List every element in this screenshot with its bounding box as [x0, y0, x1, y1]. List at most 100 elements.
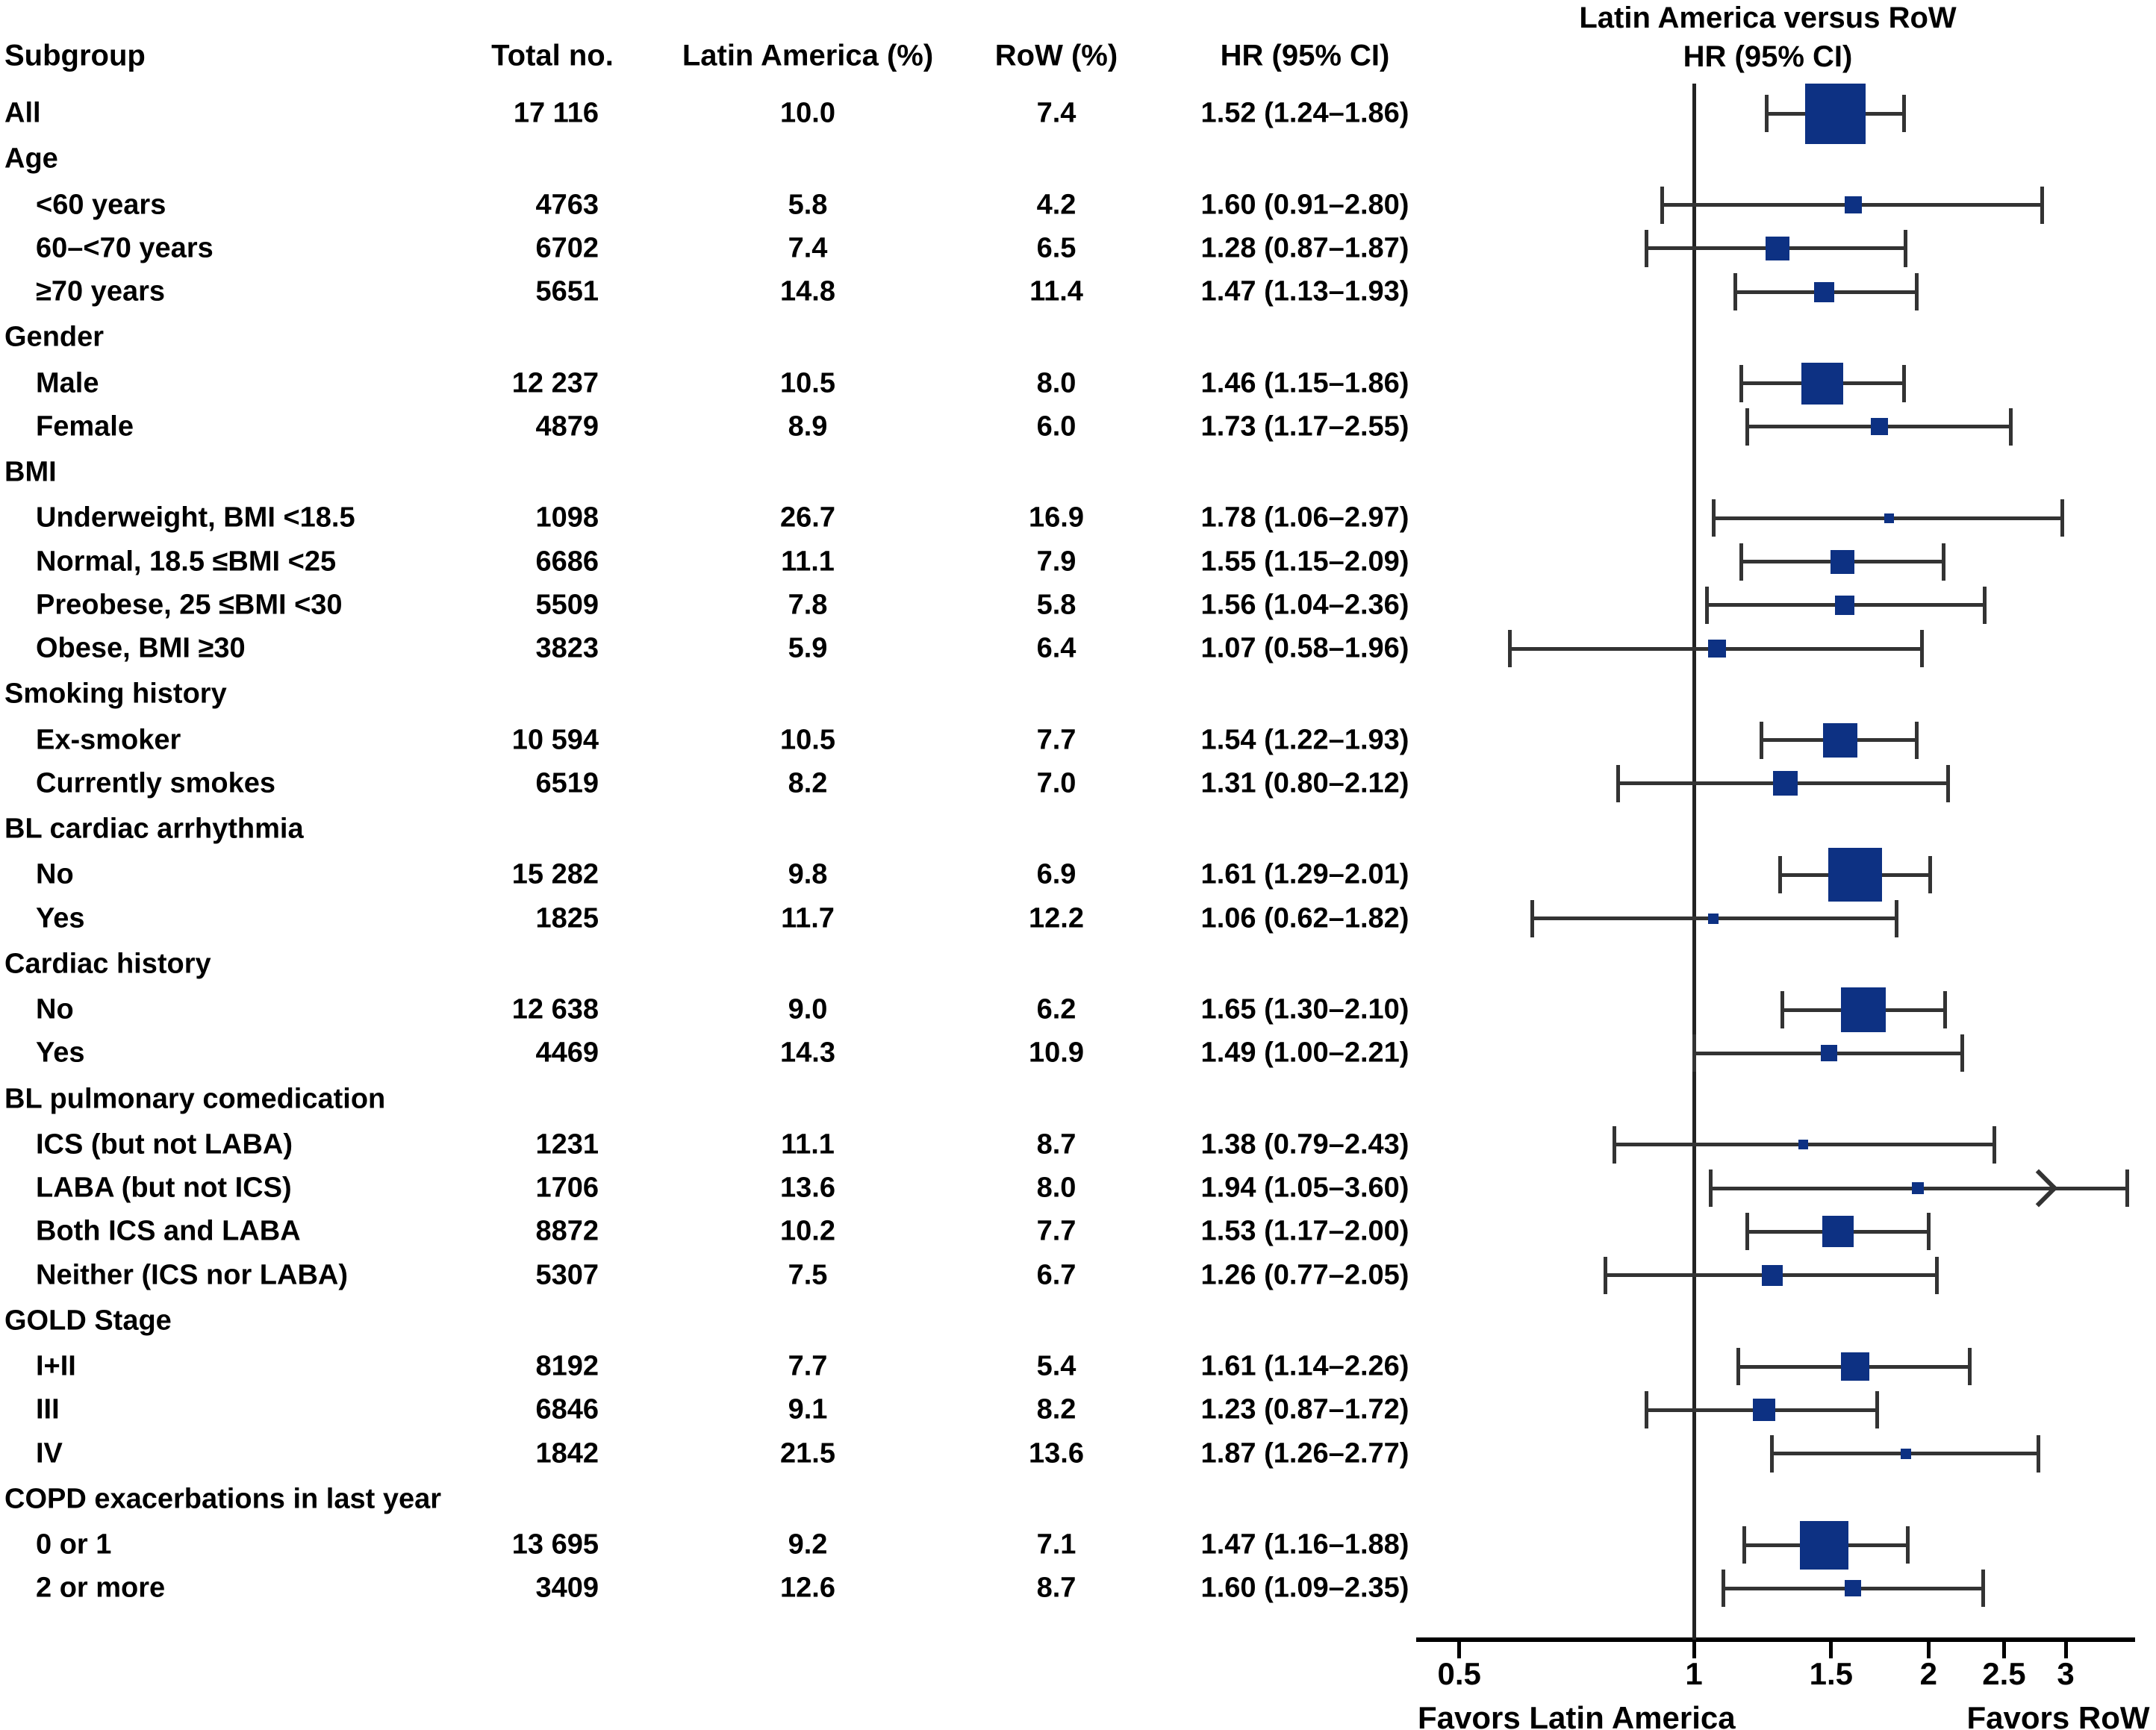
- latin-america-pct-value: 9.1: [788, 1393, 828, 1425]
- subgroup-label: ≥70 years: [36, 275, 166, 307]
- x-axis-tick: [1457, 1642, 1462, 1658]
- row-pct-value: 16.9: [1029, 502, 1084, 534]
- ci-cap-right: [1942, 991, 1947, 1028]
- subgroup-label: Preobese, 25 ≤BMI <30: [36, 589, 343, 621]
- latin-america-pct-value: 11.1: [781, 546, 835, 577]
- favors-latin-america-label: Favors Latin America: [1418, 1700, 1736, 1730]
- row-pct-value: 7.4: [1036, 97, 1077, 129]
- ci-cap-left: [1742, 1526, 1746, 1564]
- hr-ci-value: 1.38 (0.79–2.43): [1200, 1128, 1409, 1161]
- section-label: GOLD Stage: [4, 1305, 172, 1337]
- hr-ci-value: 1.47 (1.13–1.93): [1200, 275, 1409, 307]
- hr-point-box: [1830, 549, 1854, 574]
- hr-ci-value: 1.47 (1.16–1.88): [1200, 1528, 1409, 1561]
- hr-ci-value: 1.31 (0.80–2.12): [1200, 767, 1409, 799]
- ci-cap-right: [1914, 273, 1919, 310]
- row-pct-value: 8.0: [1036, 1172, 1077, 1204]
- ci-cap-left: [1759, 721, 1763, 759]
- ci-cap-right: [1926, 1213, 1931, 1251]
- latin-america-pct-value: 10.0: [780, 97, 835, 129]
- row-pct-value: 4.2: [1036, 189, 1077, 220]
- row-pct-value: 6.7: [1036, 1259, 1077, 1290]
- ci-cap-left: [1739, 364, 1743, 402]
- ci-cap-right: [1901, 95, 1906, 132]
- latin-america-pct-value: 10.2: [780, 1215, 835, 1247]
- total-value: 4879: [535, 410, 599, 443]
- latin-america-pct-value: 11.7: [781, 902, 835, 934]
- total-value: 12 237: [511, 367, 599, 399]
- x-axis-tick-label: 2.5: [1982, 1656, 2026, 1691]
- subgroup-label: 2 or more: [36, 1572, 166, 1604]
- ci-cap-right: [1895, 899, 1898, 937]
- hr-ci-value: 1.78 (1.06–2.97): [1200, 502, 1409, 534]
- latin-america-pct-value: 21.5: [780, 1437, 835, 1469]
- row-pct-value: 7.0: [1036, 767, 1077, 799]
- section-label: BL pulmonary comedication: [4, 1083, 386, 1114]
- row-pct-value: 6.0: [1036, 410, 1077, 443]
- total-value: 6702: [535, 232, 599, 264]
- total-value: 6519: [535, 767, 599, 799]
- row-pct-value: 6.9: [1036, 858, 1077, 890]
- hr-point-box: [1752, 1399, 1775, 1422]
- latin-america-pct-value: 10.5: [780, 367, 835, 399]
- ci-cap-right: [1968, 1348, 1972, 1385]
- row-pct-value: 5.4: [1036, 1350, 1077, 1382]
- hr-ci-value: 1.26 (0.77–2.05): [1200, 1259, 1409, 1290]
- ci-cap-left: [1705, 586, 1710, 624]
- ci-cap-right: [1914, 721, 1919, 759]
- hr-ci-value: 1.65 (1.30–2.10): [1200, 993, 1409, 1025]
- ci-cap-right: [1919, 630, 1924, 667]
- section-label: Gender: [4, 321, 105, 353]
- ci-cap-left: [1736, 1348, 1740, 1385]
- subgroup-label: IV: [36, 1437, 63, 1469]
- row-pct-value: 7.9: [1036, 546, 1077, 577]
- hr-point-box: [1912, 1182, 1925, 1194]
- column-header-row: RoW (%): [994, 39, 1118, 72]
- hr-ci-value: 1.06 (0.62–1.82): [1200, 902, 1409, 934]
- hr-point-box: [1707, 640, 1726, 658]
- subgroup-label: Both ICS and LABA: [36, 1215, 301, 1247]
- ci-cap-left: [1612, 1125, 1616, 1164]
- ci-cap-right: [2125, 1170, 2130, 1207]
- ci-cap-left: [1770, 1434, 1775, 1473]
- ci-cap-left: [1645, 229, 1649, 267]
- hr-ci-value: 1.94 (1.05–3.60): [1200, 1172, 1409, 1204]
- ci-cap-right: [1946, 764, 1951, 802]
- total-value: 13 695: [511, 1528, 599, 1561]
- row-pct-value: 6.5: [1036, 232, 1077, 264]
- row-pct-value: 12.2: [1029, 902, 1084, 934]
- latin-america-pct-value: 5.8: [788, 189, 828, 220]
- latin-america-pct-value: 5.9: [788, 632, 828, 664]
- row-pct-value: 7.7: [1036, 1215, 1077, 1247]
- ci-cap-right: [1928, 856, 1933, 894]
- total-value: 8192: [535, 1350, 599, 1382]
- hr-point-box: [1708, 913, 1719, 924]
- latin-america-pct-value: 7.7: [788, 1350, 828, 1382]
- subgroup-label: <60 years: [36, 189, 166, 220]
- subgroup-label: Yes: [36, 1037, 85, 1069]
- ci-cap-left: [1616, 764, 1621, 802]
- column-header-latin-america: Latin America (%): [682, 39, 934, 72]
- total-value: 8872: [535, 1215, 599, 1247]
- hr-point-box: [1772, 771, 1798, 796]
- total-value: 3823: [535, 632, 599, 664]
- latin-america-pct-value: 7.8: [788, 589, 828, 621]
- x-axis-tick-label: 2: [1919, 1656, 1937, 1691]
- latin-america-pct-value: 14.3: [780, 1037, 835, 1069]
- hr-ci-value: 1.61 (1.14–2.26): [1200, 1350, 1409, 1382]
- hr-point-box: [1798, 1140, 1808, 1150]
- section-label: BL cardiac arrhythmia: [4, 813, 304, 845]
- hr-ci-value: 1.28 (0.87–1.87): [1200, 232, 1409, 264]
- ci-cap-left: [1507, 630, 1512, 667]
- x-axis-tick-label: 1.5: [1809, 1656, 1854, 1691]
- ci-cap-right: [1905, 1526, 1910, 1564]
- hr-ci-value: 1.60 (1.09–2.35): [1200, 1572, 1409, 1604]
- subgroup-label: ICS (but not LABA): [36, 1128, 293, 1161]
- row-pct-value: 7.1: [1036, 1528, 1077, 1561]
- hr-point-box: [1828, 848, 1882, 902]
- hr-point-box: [1765, 236, 1789, 260]
- reference-line: [1692, 84, 1696, 1640]
- column-header-subgroup: Subgroup: [4, 39, 146, 72]
- x-axis-tick-label: 1: [1685, 1656, 1703, 1691]
